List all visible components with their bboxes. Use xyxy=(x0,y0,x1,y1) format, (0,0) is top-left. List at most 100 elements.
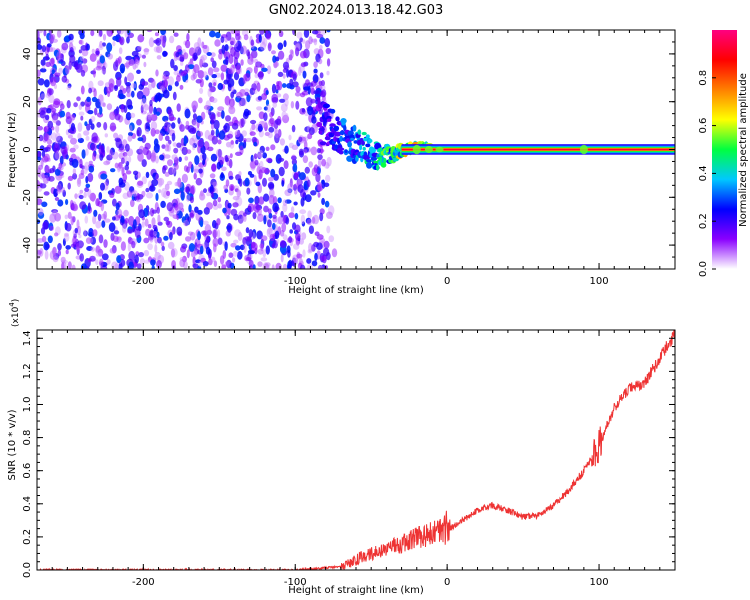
noise-cell xyxy=(80,45,88,51)
noise-cell xyxy=(226,160,232,166)
noise-cell xyxy=(268,212,273,219)
noise-cell xyxy=(156,260,162,269)
noise-cell xyxy=(289,78,294,87)
signal-cell xyxy=(316,121,323,128)
noise-cell xyxy=(128,58,135,66)
noise-cell xyxy=(305,194,312,203)
noise-cell xyxy=(71,264,76,269)
noise-cell xyxy=(114,162,119,169)
noise-cell xyxy=(95,48,100,57)
noise-cell xyxy=(288,134,292,141)
noise-cell xyxy=(295,47,300,57)
noise-cell xyxy=(264,169,271,174)
noise-cell xyxy=(279,98,286,103)
noise-cell xyxy=(38,134,44,142)
noise-cell xyxy=(325,47,331,55)
noise-cell xyxy=(81,149,86,159)
noise-cell xyxy=(143,47,149,56)
noise-cell xyxy=(129,122,135,131)
noise-cell xyxy=(123,181,130,191)
noise-cell xyxy=(80,55,84,62)
noise-cell xyxy=(56,190,61,195)
noise-cell xyxy=(233,239,239,244)
noise-cell xyxy=(61,75,68,83)
noise-cell xyxy=(206,236,211,243)
noise-cell xyxy=(73,102,78,108)
noise-cell xyxy=(328,235,335,243)
noise-cell xyxy=(73,144,79,150)
noise-cell xyxy=(268,176,274,182)
signal-cell xyxy=(359,144,363,151)
noise-cell xyxy=(299,264,306,269)
noise-cell xyxy=(133,57,140,64)
noise-cell xyxy=(183,165,189,172)
noise-cell xyxy=(165,135,170,142)
noise-cell xyxy=(288,236,293,243)
noise-cell xyxy=(217,196,222,203)
noise-cell xyxy=(65,111,71,120)
noise-cell xyxy=(317,192,321,198)
noise-cell xyxy=(203,220,209,225)
noise-cell xyxy=(326,225,331,234)
y-tick-label: 0.8 xyxy=(22,430,33,446)
noise-cell xyxy=(251,123,256,131)
noise-cell xyxy=(75,242,80,252)
noise-cell xyxy=(259,243,265,249)
noise-cell xyxy=(274,230,280,239)
noise-cell xyxy=(267,42,272,52)
noise-cell xyxy=(154,32,160,37)
noise-cell xyxy=(72,168,77,175)
noise-cell xyxy=(57,183,62,193)
noise-cell xyxy=(280,254,284,263)
noise-cell xyxy=(240,45,248,55)
signal-cell xyxy=(370,156,378,161)
noise-cell xyxy=(136,90,144,100)
noise-cell xyxy=(302,155,309,164)
signal-cell xyxy=(353,140,358,144)
noise-cell xyxy=(318,265,323,269)
noise-cell xyxy=(131,83,137,89)
noise-cell xyxy=(179,84,184,90)
noise-cell xyxy=(95,252,103,257)
noise-cell xyxy=(294,212,299,220)
noise-cell xyxy=(202,44,210,54)
noise-cell xyxy=(171,260,177,269)
noise-cell xyxy=(141,134,147,143)
band-bump xyxy=(579,144,588,155)
noise-cell xyxy=(185,236,192,242)
noise-cell xyxy=(202,230,207,237)
noise-cell xyxy=(271,97,279,104)
noise-cell xyxy=(125,170,132,175)
noise-cell xyxy=(99,94,105,105)
noise-cell xyxy=(278,166,285,177)
noise-cell xyxy=(173,188,181,195)
noise-cell xyxy=(51,112,59,121)
noise-cell xyxy=(293,40,298,46)
noise-cell xyxy=(321,179,325,185)
noise-cell xyxy=(37,198,43,206)
noise-cell xyxy=(281,222,287,233)
noise-cell xyxy=(294,91,301,97)
noise-cell xyxy=(213,67,220,73)
noise-cell xyxy=(241,215,246,220)
noise-cell xyxy=(224,241,228,251)
noise-cell xyxy=(91,132,98,142)
noise-cell xyxy=(319,44,323,50)
noise-cell xyxy=(90,115,96,123)
noise-cell xyxy=(191,100,198,110)
noise-cell xyxy=(197,139,204,148)
noise-cell xyxy=(51,132,57,141)
noise-cell xyxy=(211,74,217,79)
noise-cell xyxy=(243,138,247,143)
noise-cell xyxy=(106,103,113,111)
noise-cell xyxy=(229,184,235,191)
noise-cell xyxy=(84,215,89,224)
noise-cell xyxy=(159,85,166,91)
noise-cell xyxy=(103,210,108,220)
noise-cell xyxy=(210,129,215,136)
noise-cell xyxy=(124,30,128,38)
noise-cell xyxy=(65,199,69,205)
noise-cell xyxy=(251,83,257,91)
noise-cell xyxy=(307,105,314,116)
